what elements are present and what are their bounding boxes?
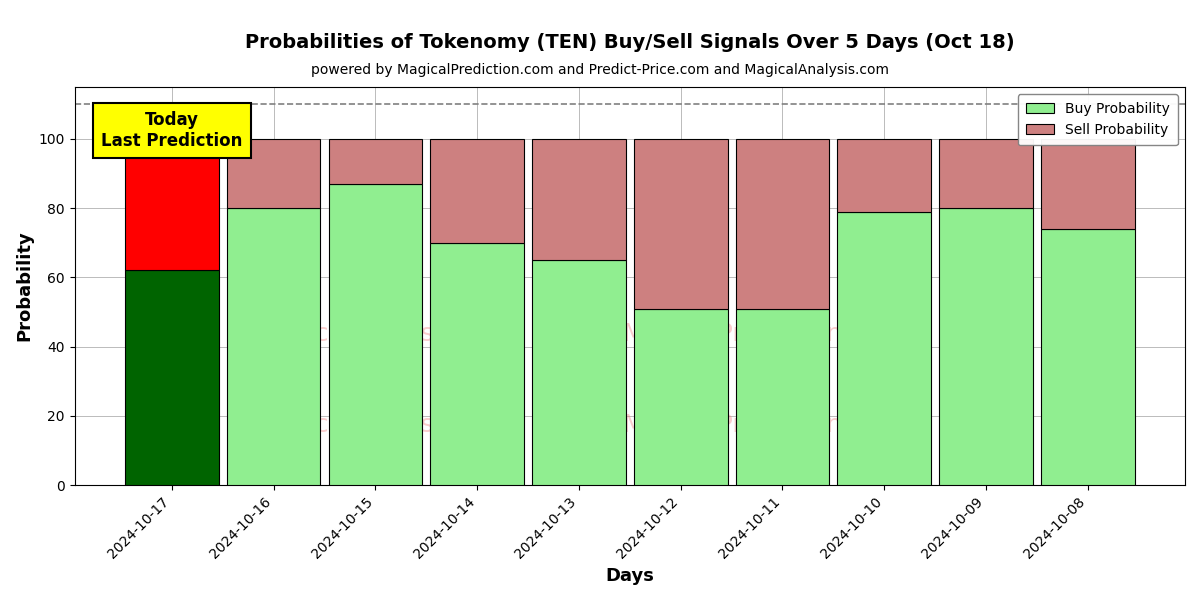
Y-axis label: Probability: Probability (16, 230, 34, 341)
Bar (329, 139, 422, 184)
Bar (329, 184, 422, 485)
Legend: Buy Probability, Sell Probability: Buy Probability, Sell Probability (1018, 94, 1178, 145)
Bar (838, 139, 931, 212)
Title: Probabilities of Tokenomy (TEN) Buy/Sell Signals Over 5 Days (Oct 18): Probabilities of Tokenomy (TEN) Buy/Sell… (245, 33, 1015, 52)
Bar (532, 260, 625, 485)
Bar (634, 139, 727, 308)
Bar (634, 308, 727, 485)
Bar (227, 139, 320, 208)
Text: MagicalPrediction.com: MagicalPrediction.com (623, 322, 904, 346)
Bar (838, 212, 931, 485)
Text: Today
Last Prediction: Today Last Prediction (101, 111, 242, 150)
X-axis label: Days: Days (605, 567, 654, 585)
Bar (1040, 229, 1134, 485)
Bar (532, 139, 625, 260)
Text: powered by MagicalPrediction.com and Predict-Price.com and MagicalAnalysis.com: powered by MagicalPrediction.com and Pre… (311, 63, 889, 77)
Text: MagicalAnalysis.com: MagicalAnalysis.com (256, 322, 516, 346)
Bar (431, 139, 524, 243)
Text: MagicalAnalysis.com: MagicalAnalysis.com (256, 413, 516, 437)
Bar (227, 208, 320, 485)
Bar (940, 208, 1033, 485)
Bar (736, 139, 829, 308)
Bar (125, 271, 218, 485)
Bar (431, 243, 524, 485)
Bar (940, 139, 1033, 208)
Bar (1040, 139, 1134, 229)
Bar (736, 308, 829, 485)
Bar (125, 139, 218, 271)
Text: MagicalPrediction.com: MagicalPrediction.com (623, 413, 904, 437)
